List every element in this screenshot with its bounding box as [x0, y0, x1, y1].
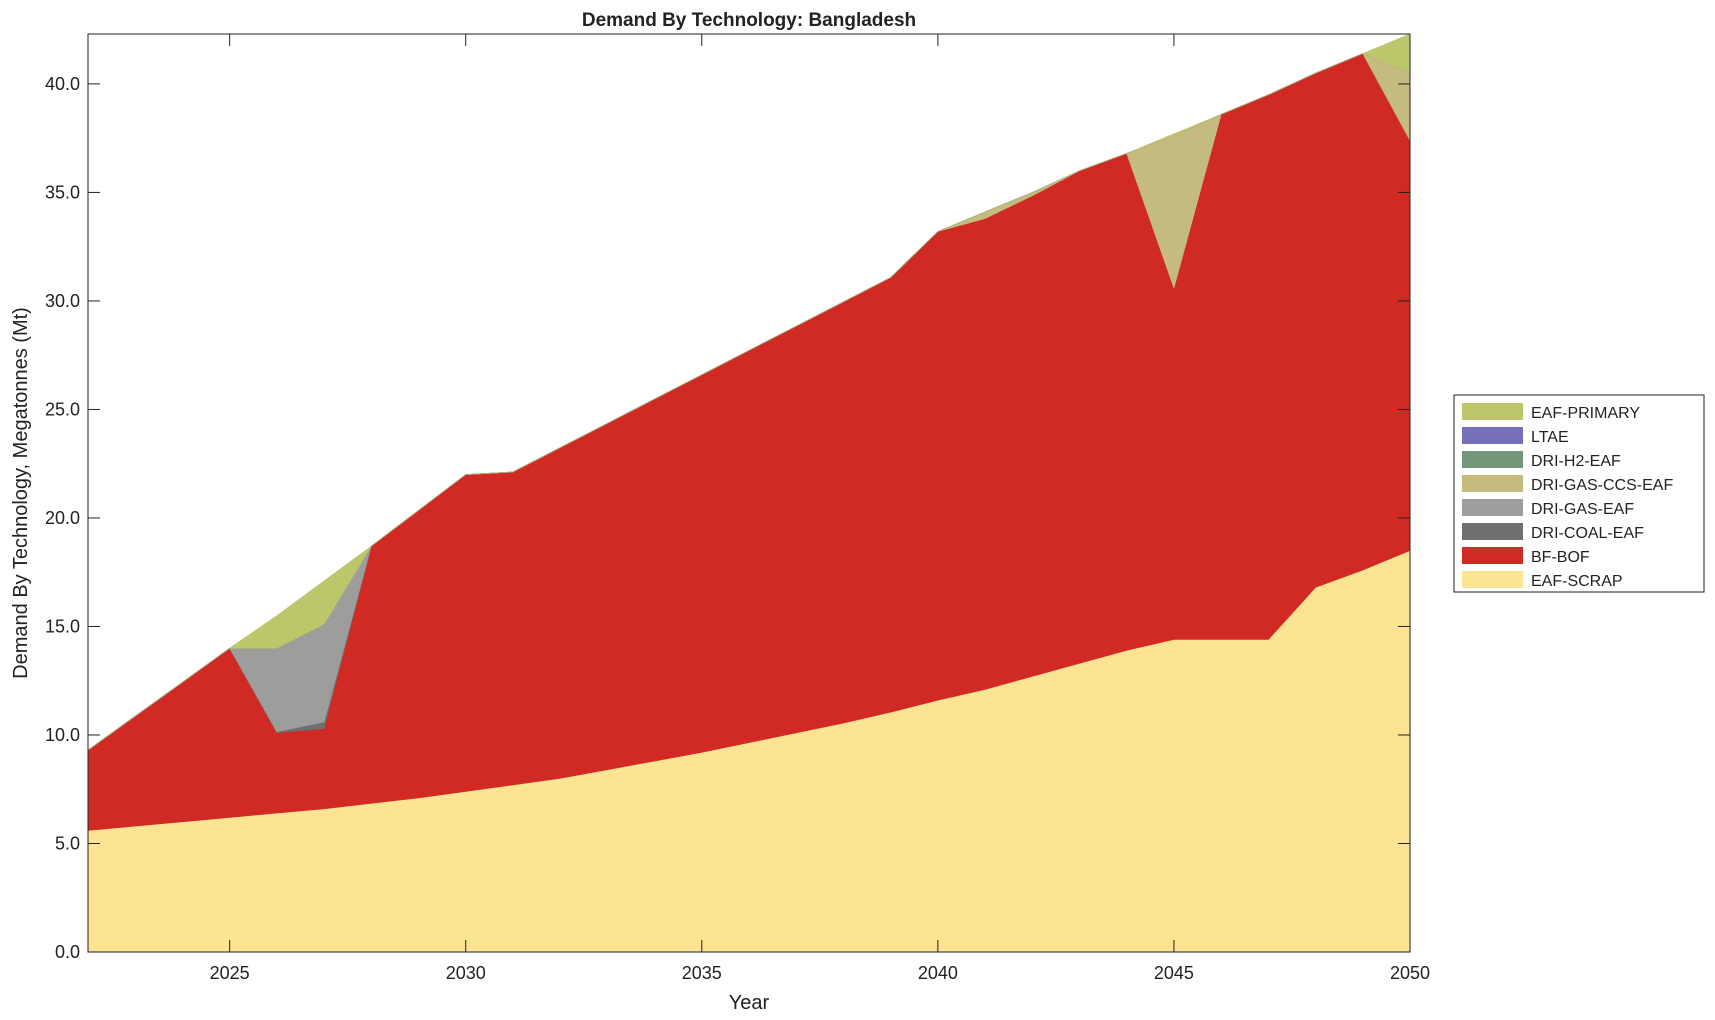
legend-swatch-ltae: [1462, 427, 1523, 444]
chart-title: Demand By Technology: Bangladesh: [582, 10, 916, 31]
legend-swatch-dri-h2-eaf: [1462, 451, 1523, 468]
legend-label-dri-h2-eaf: DRI-H2-EAF: [1531, 453, 1621, 470]
y-tick-label: 20.0: [45, 508, 80, 528]
x-axis-label: Year: [729, 992, 770, 1014]
y-tick-label: 10.0: [45, 725, 80, 745]
y-tick-label: 35.0: [45, 182, 80, 202]
y-tick-label: 15.0: [45, 616, 80, 636]
legend-swatch-eaf-primary: [1462, 403, 1523, 420]
y-tick-label: 0.0: [55, 942, 80, 962]
x-tick-label: 2045: [1154, 963, 1194, 983]
legend-swatch-eaf-scrap: [1462, 571, 1523, 588]
y-tick-label: 25.0: [45, 399, 80, 419]
x-tick-label: 2025: [210, 963, 250, 983]
x-tick-label: 2040: [918, 963, 958, 983]
x-tick-label: 2050: [1390, 963, 1430, 983]
axes: 2025 2030 2035 2040 2045 2050 0.0 5.0 10.0 15.0 20…: [45, 33, 1430, 983]
x-tick-label: 2035: [682, 963, 722, 983]
area-layers: [87, 33, 1411, 953]
legend-swatch-dri-gas-eaf: [1462, 499, 1523, 516]
legend-label-dri-gas-eaf: DRI-GAS-EAF: [1531, 501, 1634, 518]
legend-label-eaf-primary: EAF-PRIMARY: [1531, 405, 1640, 422]
y-tick-label: 30.0: [45, 291, 80, 311]
legend-label-dri-gas-ccs-eaf: DRI-GAS-CCS-EAF: [1531, 477, 1673, 494]
y-tick-label: 40.0: [45, 74, 80, 94]
legend-label-ltae: LTAE: [1531, 429, 1569, 446]
legend-swatch-bf-bof: [1462, 547, 1523, 564]
legend-label-eaf-scrap: EAF-SCRAP: [1531, 573, 1623, 590]
legend-label-bf-bof: BF-BOF: [1531, 549, 1590, 566]
legend-label-dri-coal-eaf: DRI-COAL-EAF: [1531, 525, 1644, 542]
legend-swatch-dri-coal-eaf: [1462, 523, 1523, 540]
legend-swatch-dri-gas-ccs-eaf: [1462, 475, 1523, 492]
y-tick-label: 5.0: [55, 833, 80, 853]
legend: EAF-PRIMARY LTAE DRI-H2-EAF DRI-GAS-CCS-EAF…: [1453, 394, 1705, 593]
x-tick-label: 2030: [446, 963, 486, 983]
plot-frame: [87, 33, 1411, 953]
y-axis-label: Demand By Technology, Megatonnes (Mt): [10, 307, 32, 679]
